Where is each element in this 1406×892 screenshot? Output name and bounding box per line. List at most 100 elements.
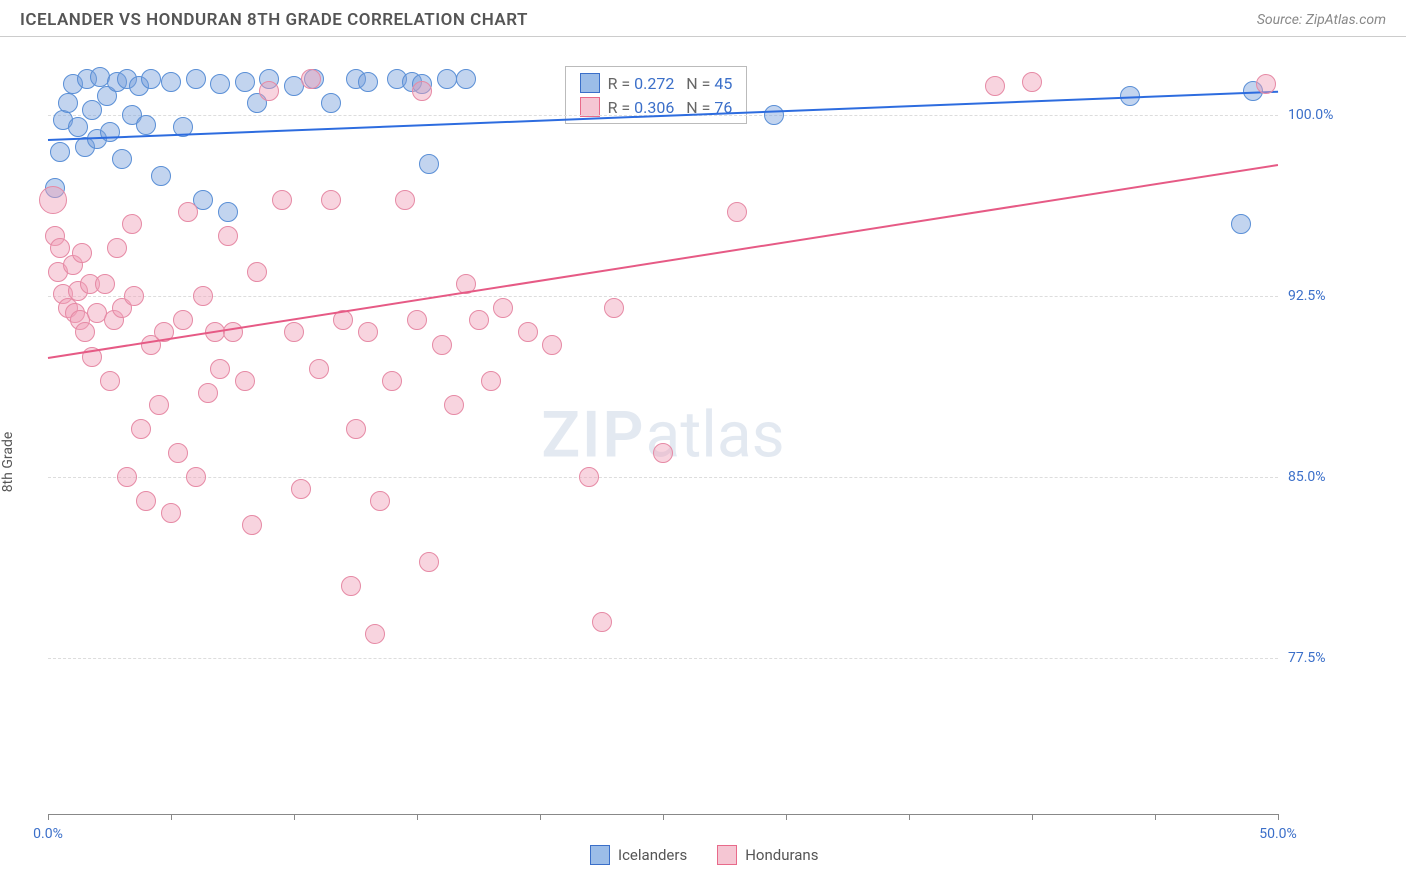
data-point bbox=[437, 69, 457, 89]
data-point bbox=[178, 202, 198, 222]
data-point bbox=[218, 226, 238, 246]
data-point bbox=[198, 383, 218, 403]
legend-text: R = 0.272 N = 45 bbox=[608, 74, 733, 93]
data-point bbox=[291, 479, 311, 499]
data-point bbox=[168, 443, 188, 463]
legend-label: Icelanders bbox=[618, 846, 687, 864]
chart-wrap: 8th Grade ZIPatlas R = 0.272 N = 45R = 0… bbox=[0, 37, 1406, 887]
data-point bbox=[518, 322, 538, 342]
data-point bbox=[493, 298, 513, 318]
data-point bbox=[341, 576, 361, 596]
x-tick bbox=[540, 814, 541, 820]
data-point bbox=[151, 166, 171, 186]
x-tick bbox=[1032, 814, 1033, 820]
data-point bbox=[72, 243, 92, 263]
data-point bbox=[186, 467, 206, 487]
data-point bbox=[210, 74, 230, 94]
legend-swatch bbox=[717, 845, 737, 865]
data-point bbox=[365, 624, 385, 644]
legend-label: Hondurans bbox=[745, 846, 818, 864]
data-point bbox=[107, 238, 127, 258]
data-point bbox=[95, 274, 115, 294]
data-point bbox=[210, 359, 230, 379]
chart-title: ICELANDER VS HONDURAN 8TH GRADE CORRELAT… bbox=[20, 10, 528, 30]
legend-item: Hondurans bbox=[717, 845, 818, 865]
data-point bbox=[481, 371, 501, 391]
y-tick-label: 100.0% bbox=[1288, 107, 1368, 123]
data-point bbox=[259, 81, 279, 101]
data-point bbox=[112, 149, 132, 169]
data-point bbox=[1231, 214, 1251, 234]
gridline bbox=[48, 658, 1278, 659]
data-point bbox=[346, 419, 366, 439]
data-point bbox=[1022, 72, 1042, 92]
chart-header: ICELANDER VS HONDURAN 8TH GRADE CORRELAT… bbox=[0, 0, 1406, 37]
data-point bbox=[39, 186, 67, 214]
x-tick bbox=[1278, 814, 1279, 820]
data-point bbox=[309, 359, 329, 379]
legend-swatch bbox=[590, 845, 610, 865]
x-tick bbox=[663, 814, 664, 820]
data-point bbox=[50, 142, 70, 162]
data-point bbox=[75, 322, 95, 342]
data-point bbox=[321, 93, 341, 113]
x-tick-label: 50.0% bbox=[1259, 826, 1297, 842]
data-point bbox=[469, 310, 489, 330]
data-point bbox=[579, 467, 599, 487]
watermark-bold: ZIP bbox=[541, 398, 645, 473]
data-point bbox=[161, 72, 181, 92]
data-point bbox=[235, 72, 255, 92]
data-point bbox=[82, 100, 102, 120]
data-point bbox=[58, 93, 78, 113]
data-point bbox=[407, 310, 427, 330]
data-point bbox=[284, 322, 304, 342]
data-point bbox=[419, 552, 439, 572]
data-point bbox=[242, 515, 262, 535]
data-point bbox=[412, 81, 432, 101]
gridline bbox=[48, 296, 1278, 297]
data-point bbox=[218, 202, 238, 222]
y-axis-label: 8th Grade bbox=[0, 432, 16, 493]
data-point bbox=[149, 395, 169, 415]
data-point bbox=[432, 335, 452, 355]
source-label: Source: ZipAtlas.com bbox=[1257, 12, 1386, 28]
data-point bbox=[456, 69, 476, 89]
data-point bbox=[272, 190, 292, 210]
data-point bbox=[604, 298, 624, 318]
data-point bbox=[764, 105, 784, 125]
data-point bbox=[395, 190, 415, 210]
gridline bbox=[48, 477, 1278, 478]
data-point bbox=[653, 443, 673, 463]
y-tick-label: 77.5% bbox=[1288, 650, 1368, 666]
data-point bbox=[727, 202, 747, 222]
data-point bbox=[136, 115, 156, 135]
trend-line bbox=[48, 164, 1278, 359]
y-tick-label: 85.0% bbox=[1288, 469, 1368, 485]
legend-row: R = 0.272 N = 45 bbox=[566, 71, 747, 95]
data-point bbox=[444, 395, 464, 415]
data-point bbox=[247, 262, 267, 282]
x-tick bbox=[48, 814, 49, 820]
data-point bbox=[173, 310, 193, 330]
data-point bbox=[321, 190, 341, 210]
y-tick-label: 92.5% bbox=[1288, 288, 1368, 304]
x-tick bbox=[417, 814, 418, 820]
x-tick bbox=[909, 814, 910, 820]
x-tick bbox=[171, 814, 172, 820]
data-point bbox=[100, 122, 120, 142]
data-point bbox=[301, 69, 321, 89]
x-tick-label: 0.0% bbox=[33, 826, 63, 842]
legend-item: Icelanders bbox=[590, 845, 687, 865]
x-tick bbox=[294, 814, 295, 820]
data-point bbox=[370, 491, 390, 511]
data-point bbox=[358, 322, 378, 342]
data-point bbox=[136, 491, 156, 511]
data-point bbox=[542, 335, 562, 355]
data-point bbox=[985, 76, 1005, 96]
data-point bbox=[1256, 74, 1276, 94]
series-legend: Icelanders Hondurans bbox=[590, 845, 818, 865]
data-point bbox=[223, 322, 243, 342]
data-point bbox=[382, 371, 402, 391]
data-point bbox=[235, 371, 255, 391]
data-point bbox=[193, 286, 213, 306]
